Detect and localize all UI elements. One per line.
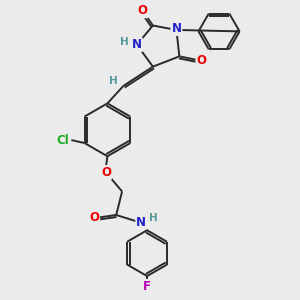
Text: H: H [109, 76, 118, 86]
Text: O: O [89, 212, 99, 224]
Text: N: N [171, 22, 182, 35]
Text: H: H [148, 213, 157, 223]
Text: F: F [143, 280, 151, 293]
Text: O: O [138, 4, 148, 17]
Text: N: N [132, 38, 142, 51]
Text: N: N [136, 216, 146, 229]
Text: H: H [120, 37, 129, 47]
Text: Cl: Cl [56, 134, 69, 147]
Text: O: O [196, 54, 206, 67]
Text: O: O [101, 166, 111, 179]
